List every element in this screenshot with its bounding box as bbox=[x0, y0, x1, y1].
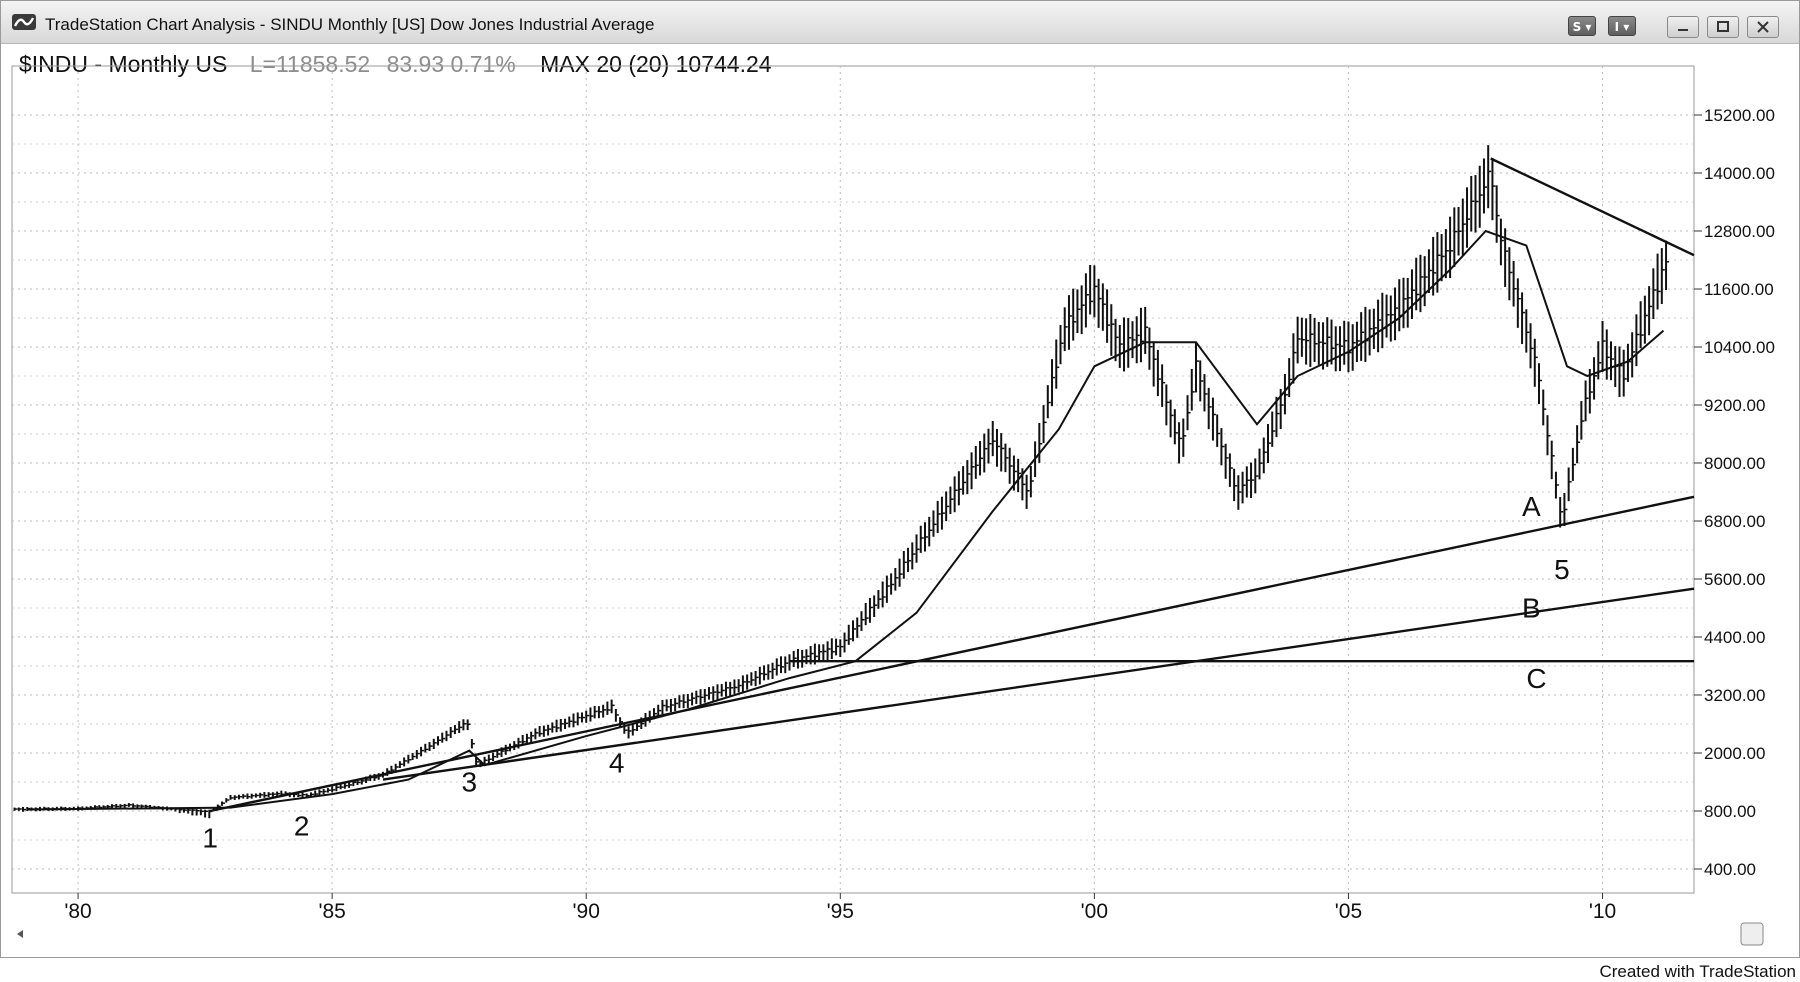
window-title: TradeStation Chart Analysis - SINDU Mont… bbox=[45, 15, 655, 34]
chart-grid bbox=[11, 65, 1695, 894]
price-tick-label: 15200.00 bbox=[1704, 106, 1775, 125]
close-icon bbox=[1757, 21, 1769, 33]
created-with-credit: Created with TradeStation bbox=[1599, 962, 1796, 981]
scrollbar-track bbox=[17, 922, 1764, 946]
indicator-readout: MAX 20 (20) 10744.24 bbox=[540, 51, 772, 77]
trend-line bbox=[382, 587, 1695, 781]
indicator-menu-label: I bbox=[1614, 20, 1620, 34]
restore-icon bbox=[1717, 21, 1729, 32]
trend-line bbox=[1490, 157, 1695, 257]
minimize-icon bbox=[1678, 29, 1688, 31]
title-bar[interactable]: TradeStation Chart Analysis - SINDU Mont… bbox=[1, 1, 1799, 44]
scroll-thumb bbox=[1740, 922, 1764, 946]
price-bars bbox=[13, 145, 1670, 819]
indicator-menu-button[interactable]: I ▾ bbox=[1608, 16, 1636, 36]
price-tick-label: 3200.00 bbox=[1704, 686, 1765, 705]
moving-average-line bbox=[27, 229, 1665, 811]
time-tick-label: '05 bbox=[1335, 900, 1362, 923]
annotation-label: B bbox=[1522, 593, 1541, 624]
symbol-label: $INDU - Monthly US bbox=[19, 51, 228, 77]
annotation-label: 4 bbox=[609, 747, 625, 778]
time-tick-label: '00 bbox=[1081, 900, 1108, 923]
price-tick-label: 2000.00 bbox=[1704, 744, 1765, 763]
price-tick-label: 11600.00 bbox=[1704, 280, 1774, 299]
symbol-menu-label: S bbox=[1572, 20, 1582, 34]
price-tick-label: 9200.00 bbox=[1704, 396, 1765, 415]
tradestation-logo-icon bbox=[12, 14, 36, 30]
minimize-button[interactable] bbox=[1667, 16, 1699, 38]
symbol-menu-button[interactable]: S ▾ bbox=[1568, 16, 1596, 36]
close-button[interactable] bbox=[1747, 16, 1779, 38]
price-tick-label: 12800.00 bbox=[1704, 222, 1775, 241]
price-tick-label: 800.00 bbox=[1704, 802, 1756, 821]
annotation-label: C bbox=[1526, 663, 1546, 694]
annotation-label: 5 bbox=[1554, 554, 1570, 585]
chart-axes: 15200.0014000.0012800.0011600.0010400.00… bbox=[64, 106, 1775, 923]
time-tick-label: '80 bbox=[64, 900, 91, 923]
annotation-label: 3 bbox=[462, 767, 478, 798]
scroll-left-icon bbox=[17, 930, 23, 938]
chart-annotations: 1 2 3 4 5 A B C bbox=[202, 491, 1569, 853]
last-price: L=11858.52 bbox=[249, 51, 371, 77]
time-tick-label: '85 bbox=[318, 900, 345, 923]
price-tick-label: 6800.00 bbox=[1704, 512, 1765, 531]
time-tick-label: '95 bbox=[827, 900, 854, 923]
annotation-label: 2 bbox=[294, 811, 310, 842]
horizontal-scrollbar[interactable] bbox=[13, 919, 1797, 949]
price-change: 83.93 0.71% bbox=[386, 51, 516, 77]
price-tick-label: 10400.00 bbox=[1704, 338, 1775, 357]
price-tick-label: 5600.00 bbox=[1704, 570, 1765, 589]
restore-button[interactable] bbox=[1707, 16, 1739, 38]
annotation-label: 1 bbox=[202, 822, 218, 853]
price-tick-label: 8000.00 bbox=[1704, 454, 1765, 473]
price-tick-label: 4400.00 bbox=[1704, 628, 1765, 647]
time-tick-label: '90 bbox=[573, 900, 600, 923]
price-tick-label: 400.00 bbox=[1704, 860, 1756, 879]
trend-line bbox=[209, 495, 1695, 813]
plot-frame bbox=[11, 65, 1695, 894]
time-tick-label: '10 bbox=[1589, 900, 1616, 923]
trend-lines bbox=[27, 157, 1695, 813]
annotation-label: A bbox=[1522, 491, 1541, 522]
price-chart[interactable]: 1 2 3 4 5 A B C 15200.00 14000.00 12800.00 11600.0… bbox=[0, 0, 1800, 958]
price-tick-label: 14000.00 bbox=[1704, 164, 1775, 183]
chart-header: $INDU - Monthly US L=11858.52 83.93 0.71… bbox=[19, 51, 772, 78]
